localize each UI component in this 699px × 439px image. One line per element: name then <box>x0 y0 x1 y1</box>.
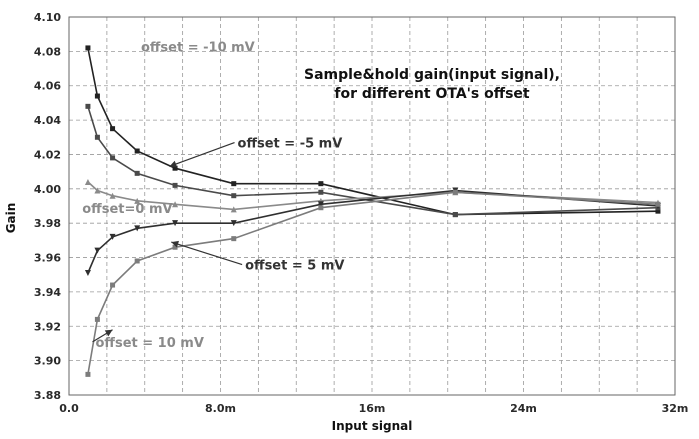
data-point <box>655 208 661 214</box>
data-point <box>110 155 116 161</box>
data-point <box>85 371 91 377</box>
data-point <box>110 282 116 288</box>
series-annotation: offset=0 mV <box>82 202 172 217</box>
y-tick-label: 3.92 <box>34 320 61 333</box>
annotations: offset = -10 mV offset = -5 mV offset=0 mV… <box>82 40 344 351</box>
data-point <box>172 201 179 208</box>
data-point <box>655 201 661 207</box>
data-point <box>94 134 100 140</box>
series-annotation: offset = -5 mV <box>238 137 343 152</box>
data-point <box>231 236 237 242</box>
annotation-arrow-line <box>169 142 235 168</box>
y-tick-label: 4.02 <box>34 148 61 161</box>
data-point <box>231 181 237 187</box>
axis-ticks: 3.88 3.90 3.92 3.94 3.96 3.98 4.00 4.02 4.04 4.06… <box>34 11 689 415</box>
data-point <box>109 233 116 240</box>
annotation-arrow-line <box>171 241 243 266</box>
x-axis-label: Input signal <box>332 419 413 433</box>
y-tick-label: 4.04 <box>34 114 61 127</box>
data-point <box>94 187 101 194</box>
x-tick-label: 16m <box>359 402 386 415</box>
chart-title-line-2: for different OTA's offset <box>334 86 530 102</box>
y-axis-label: Gain <box>4 203 18 234</box>
data-point <box>172 182 178 188</box>
data-point <box>110 126 116 132</box>
x-tick-label: 8.0m <box>205 402 236 415</box>
series-group <box>84 45 661 377</box>
data-point <box>230 220 237 227</box>
data-point <box>84 270 91 277</box>
y-tick-label: 4.00 <box>34 183 61 196</box>
data-point <box>172 244 178 250</box>
data-point <box>94 316 100 322</box>
plot-frame <box>68 16 676 396</box>
data-point <box>94 93 100 99</box>
data-point <box>109 192 116 199</box>
data-point <box>452 212 458 218</box>
annotation-arrow-head <box>171 240 179 248</box>
x-tick-label: 24m <box>510 402 537 415</box>
data-point <box>318 181 324 187</box>
data-point <box>318 205 324 211</box>
x-tick-label: 0.0 <box>59 402 79 415</box>
y-tick-label: 3.88 <box>34 389 61 402</box>
series-annotation: offset = 5 mV <box>245 259 344 274</box>
data-point <box>317 201 324 208</box>
y-tick-label: 4.06 <box>34 80 61 93</box>
series-annotation: offset = 10 mV <box>96 336 204 351</box>
y-tick-label: 3.90 <box>34 355 61 368</box>
data-point <box>134 197 141 204</box>
data-point <box>134 170 140 176</box>
data-point <box>318 189 324 195</box>
y-tick-label: 3.96 <box>34 252 61 265</box>
data-point <box>452 189 458 195</box>
series-annotation: offset = -10 mV <box>141 40 255 55</box>
chart-title-line-1: Sample&hold gain(input signal), <box>304 67 560 83</box>
data-point <box>94 247 101 254</box>
annotation-arrow-head <box>169 160 178 168</box>
data-point <box>85 45 91 51</box>
y-tick-label: 3.94 <box>34 286 61 299</box>
data-point <box>172 165 178 171</box>
data-point <box>84 178 91 185</box>
data-point <box>172 220 179 227</box>
data-point <box>134 258 140 264</box>
data-point <box>85 103 91 109</box>
y-tick-label: 3.98 <box>34 217 61 230</box>
y-tick-label: 4.08 <box>34 45 61 58</box>
x-tick-label: 32m <box>662 402 689 415</box>
data-point <box>134 225 141 232</box>
annotation-arrow-head <box>104 329 113 337</box>
data-point <box>231 193 237 199</box>
y-tick-label: 4.10 <box>34 11 61 24</box>
data-point <box>230 206 237 213</box>
grid-lines <box>69 17 675 395</box>
data-point <box>134 148 140 154</box>
